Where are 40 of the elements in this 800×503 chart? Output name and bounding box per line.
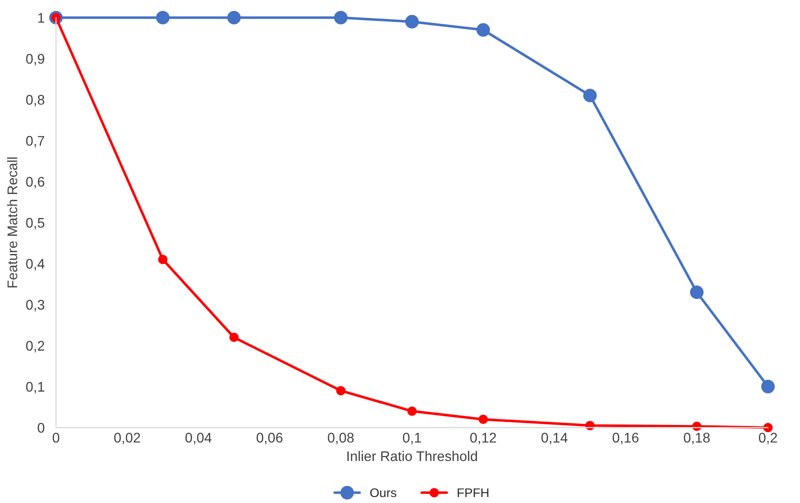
x-tick-label: 0,14 xyxy=(541,432,568,444)
point xyxy=(336,386,346,396)
x-tick-label: 0,12 xyxy=(470,432,496,444)
y-tick-label: 0,4 xyxy=(26,258,44,270)
y-tick-label: 0,5 xyxy=(26,218,44,230)
y-tick-label: 0,1 xyxy=(26,382,44,394)
x-tick-label: 0,06 xyxy=(256,432,283,444)
x-tick-label: 0,18 xyxy=(684,432,710,444)
x-axis-title: Inlier Ratio Threshold xyxy=(347,450,477,462)
y-tick-label: 0,8 xyxy=(26,94,44,106)
point xyxy=(476,23,490,37)
point xyxy=(158,254,168,264)
y-tick-label: 0,6 xyxy=(26,176,44,188)
point xyxy=(156,10,170,24)
y-tick-label: 0,9 xyxy=(26,54,44,66)
legend-label: Ours xyxy=(370,488,396,498)
point xyxy=(478,414,488,424)
x-tick-label: 0,1 xyxy=(402,432,421,444)
y-tick-label: 1 xyxy=(38,13,44,23)
x-tick-label: 0,02 xyxy=(114,432,140,444)
x-tick-label: 0,16 xyxy=(612,432,639,444)
y-tick-label: 0,2 xyxy=(26,340,44,352)
y-tick-label: 0,7 xyxy=(26,136,44,148)
x-tick-label: 0,2 xyxy=(758,432,777,444)
point xyxy=(690,286,704,300)
y-tick-label: 0,3 xyxy=(26,300,44,312)
legend-label: FPFH xyxy=(458,488,488,498)
y-tick-label: 0 xyxy=(38,422,44,433)
point xyxy=(763,422,773,432)
point xyxy=(334,10,348,24)
point xyxy=(761,380,775,394)
x-tick-label: 0,08 xyxy=(328,432,354,444)
point xyxy=(405,14,419,28)
point xyxy=(407,406,417,416)
point xyxy=(583,88,597,102)
x-tick-label: 0,04 xyxy=(185,432,212,444)
point xyxy=(229,332,239,342)
x-tick-label: 0 xyxy=(52,432,60,443)
point xyxy=(227,10,241,24)
y-axis-title: Feature Match Recall xyxy=(7,158,18,288)
